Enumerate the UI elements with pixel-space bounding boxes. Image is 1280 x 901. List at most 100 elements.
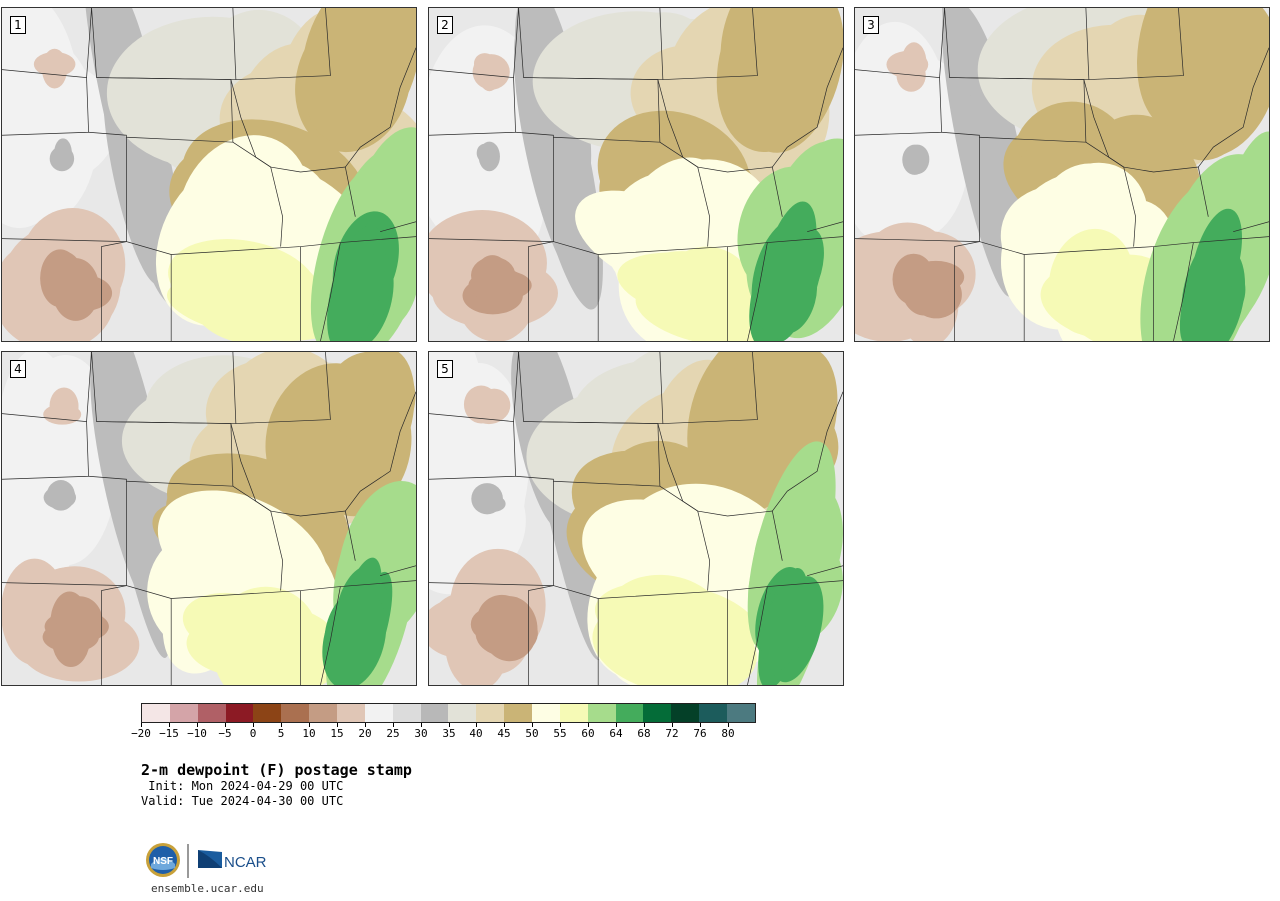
state-boundary (662, 8, 758, 80)
logos: NSF NCAR (146, 843, 267, 878)
colorbar-swatch (392, 704, 421, 722)
init-time: Init: Mon 2024-04-29 00 UTC (141, 779, 344, 793)
colorbar-tick-label: 30 (414, 727, 428, 740)
colorbar-tick (616, 723, 617, 727)
colorbar-tick (309, 723, 310, 727)
state-boundary (96, 77, 234, 143)
colorbar-tick-label: −10 (187, 727, 207, 740)
state-boundary (126, 580, 416, 599)
colorbar-swatch (699, 704, 728, 722)
colorbar-ticks: −20 −15 −10 −5 0 5 10 15 20 25 30 35 40 45 50 55 60 64 68 7… (131, 723, 756, 743)
state-boundary (528, 585, 554, 685)
colorbar-tick-label: 64 (609, 727, 623, 740)
colorbar-tick (253, 723, 254, 727)
state-boundary (429, 77, 516, 136)
colorbar-tick (700, 723, 701, 727)
colorbar-tick-label: 50 (525, 727, 539, 740)
state-boundary (855, 77, 942, 136)
colorbar-swatch (587, 704, 616, 722)
state-boundary (101, 241, 127, 341)
colorbar-tick (393, 723, 394, 727)
colorbar-swatch (225, 704, 254, 722)
state-boundary (747, 586, 768, 685)
state-boundary (380, 565, 416, 576)
state-boundary (657, 79, 710, 247)
ncar-logo-text: NCAR (224, 854, 267, 871)
dewpoint-map (2, 352, 416, 685)
panel-label: 2 (437, 16, 453, 34)
colorbar-swatch (643, 704, 672, 722)
state-boundary (1173, 242, 1194, 341)
colorbar-tick (449, 723, 450, 727)
state-boundary (1088, 8, 1184, 80)
colorbar-tick-label: 0 (249, 727, 257, 740)
dewpoint-map (855, 8, 1269, 341)
colorbar-tick-label: 76 (693, 727, 707, 740)
colorbar-swatch (197, 704, 226, 722)
state-boundary (235, 8, 331, 80)
state-boundary (429, 131, 554, 242)
colorbar-swatch (727, 704, 755, 722)
panel-label: 3 (863, 16, 879, 34)
colorbar-tick (588, 723, 589, 727)
nsf-logo-icon: NSF (146, 843, 180, 877)
colorbar-swatch (309, 704, 338, 722)
colorbar-tick-label: −15 (159, 727, 179, 740)
colorbar-swatch (420, 704, 449, 722)
colorbar-swatch (337, 704, 365, 722)
state-boundary (96, 421, 234, 487)
colorbar-tick (728, 723, 729, 727)
colorbar-tick (337, 723, 338, 727)
state-boundary (429, 475, 554, 586)
stamp-panel-5: 5 (428, 351, 844, 686)
dewpoint-map (2, 8, 416, 341)
state-boundary (2, 421, 89, 480)
colorbar-tick-label: 72 (665, 727, 679, 740)
colorbar-tick (672, 723, 673, 727)
state-boundary (230, 79, 283, 247)
state-boundary (772, 391, 843, 512)
colorbar-tick-label: 55 (553, 727, 567, 740)
colorbar-tick-label: 68 (637, 727, 651, 740)
colorbar-tick-label: 40 (469, 727, 483, 740)
colorbar-swatch (253, 704, 282, 722)
state-boundary (2, 131, 127, 242)
colorbar-tick (141, 723, 142, 727)
colorbar-tick (281, 723, 282, 727)
state-boundary (523, 421, 661, 487)
stamp-panel-1: 1 (1, 7, 417, 342)
colorbar-tick (644, 723, 645, 727)
panel-label: 1 (10, 16, 26, 34)
colorbar-swatch (448, 704, 477, 722)
nsf-logo-text: NSF (153, 856, 173, 867)
colorbar-tick-label: −20 (131, 727, 151, 740)
colorbar-tick (365, 723, 366, 727)
state-boundary (954, 241, 980, 341)
state-boundary (345, 391, 416, 512)
state-boundary (320, 586, 341, 685)
colorbar-swatch (532, 704, 560, 722)
colorbar-tick-label: −5 (218, 727, 232, 740)
state-boundary (772, 47, 843, 168)
state-boundary (807, 221, 843, 232)
state-boundary (855, 131, 980, 242)
dewpoint-colorbar (141, 703, 756, 723)
chart-title: 2-m dewpoint (F) postage stamp (141, 761, 412, 779)
colorbar-tick-label: 10 (302, 727, 316, 740)
panel-label: 5 (437, 360, 453, 378)
colorbar-swatch (281, 704, 310, 722)
stamp-panel-3: 3 (854, 7, 1270, 342)
state-boundary (807, 565, 843, 576)
colorbar-tick-label: 5 (277, 727, 285, 740)
state-boundary (1233, 221, 1269, 232)
colorbar-tick (197, 723, 198, 727)
colorbar-tick-label: 60 (581, 727, 595, 740)
colorbar-tick-label: 15 (330, 727, 344, 740)
state-boundary (2, 475, 127, 586)
colorbar-tick (560, 723, 561, 727)
dewpoint-map (429, 8, 843, 341)
colorbar-tick-label: 45 (497, 727, 511, 740)
colorbar-swatch (504, 704, 533, 722)
state-boundary (523, 77, 661, 143)
colorbar-tick (504, 723, 505, 727)
